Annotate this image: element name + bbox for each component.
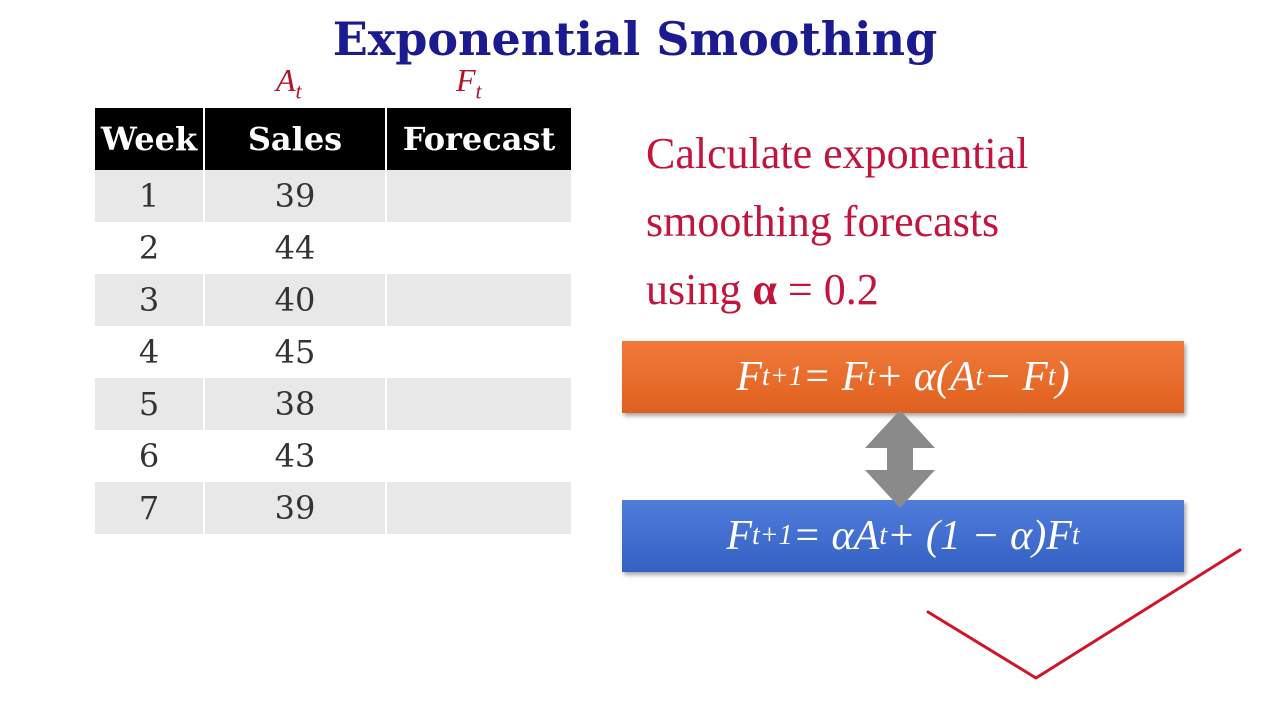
alpha-symbol: α — [752, 265, 777, 314]
cell-forecast — [386, 326, 573, 378]
cell-forecast — [386, 378, 573, 430]
cell-sales: 38 — [204, 378, 387, 430]
table-row: 7 39 — [95, 482, 573, 534]
formula-subscript: t — [879, 520, 888, 551]
cell-forecast — [386, 430, 573, 482]
cell-week: 4 — [95, 326, 205, 378]
cell-forecast — [386, 274, 573, 326]
formula-term: + α(A — [875, 354, 976, 400]
symbol-base: A — [276, 62, 296, 98]
cell-sales: 39 — [204, 170, 387, 222]
table-row: 3 40 — [95, 274, 573, 326]
symbol-base: F — [456, 62, 476, 98]
double-arrow-vertical-icon — [865, 410, 935, 508]
formula-term: = F — [802, 354, 868, 400]
cell-week: 6 — [95, 430, 205, 482]
cell-forecast — [386, 222, 573, 274]
cell-week: 3 — [95, 274, 205, 326]
table-row: 6 43 — [95, 430, 573, 482]
cell-forecast — [386, 170, 573, 222]
cell-sales: 40 — [204, 274, 387, 326]
forecast-symbol: Ft — [456, 62, 482, 104]
formula-subscript: t — [975, 361, 984, 392]
table-row: 5 38 — [95, 378, 573, 430]
formula-term: = αA — [792, 513, 880, 559]
sales-table: Week Sales Forecast 1 39 2 44 3 40 4 45 5 38 6 43 7 3… — [95, 108, 573, 534]
cell-sales: 39 — [204, 482, 387, 534]
cell-forecast — [386, 482, 573, 534]
header-sales: Sales — [204, 108, 387, 170]
formula-subscript: t — [1071, 520, 1080, 551]
table-row: 1 39 — [95, 170, 573, 222]
formula-subscript: t — [1047, 361, 1056, 392]
slide-title: Exponential Smoothing — [332, 12, 938, 66]
cell-week: 2 — [95, 222, 205, 274]
instruction-prefix: using — [646, 265, 753, 314]
formula-term: − F — [983, 354, 1048, 400]
formula-term: + (1 − α)F — [887, 513, 1072, 559]
cell-week: 5 — [95, 378, 205, 430]
formula-term: F — [736, 354, 763, 400]
cell-week: 1 — [95, 170, 205, 222]
cell-sales: 45 — [204, 326, 387, 378]
symbol-sub: t — [475, 78, 482, 104]
instruction-line: smoothing forecasts — [646, 197, 1000, 246]
table-row: 2 44 — [95, 222, 573, 274]
instruction-line: using α = 0.2 — [646, 256, 1028, 324]
formula-subscript: t+1 — [762, 361, 803, 392]
symbol-sub: t — [295, 78, 302, 104]
table-row: 4 45 — [95, 326, 573, 378]
instruction-line: Calculate exponential — [646, 129, 1029, 178]
alpha-value: = 0.2 — [776, 265, 879, 314]
cell-sales: 44 — [204, 222, 387, 274]
cell-sales: 43 — [204, 430, 387, 482]
sales-symbol: At — [276, 62, 302, 104]
checkmark-icon — [926, 548, 1242, 680]
formula-subscript: t+1 — [752, 520, 793, 551]
formula-term: ) — [1055, 354, 1070, 400]
formula-term: F — [726, 513, 752, 559]
header-forecast: Forecast — [386, 108, 573, 170]
header-week: Week — [95, 108, 205, 170]
formula-subscript: t — [867, 361, 876, 392]
instruction-text: Calculate exponential smoothing forecast… — [646, 120, 1028, 324]
cell-week: 7 — [95, 482, 205, 534]
